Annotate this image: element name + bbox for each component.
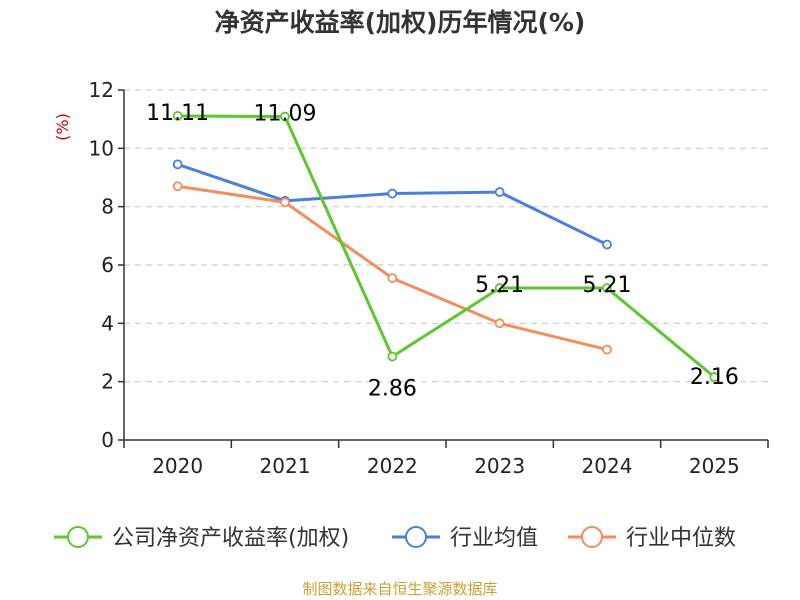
legend-label: 行业中位数 (626, 526, 736, 551)
data-point (602, 239, 612, 250)
x-tick-label: 2023 (474, 454, 525, 478)
data-point (602, 283, 612, 293)
data-point (709, 372, 720, 382)
series-line (177, 114, 716, 379)
data-point (387, 351, 398, 362)
x-tick-label: 2022 (367, 454, 418, 478)
legend-swatch-marker (581, 526, 603, 548)
legend-item[interactable]: 行业均值 (392, 526, 538, 551)
legend-swatch-marker (405, 526, 427, 548)
data-point (172, 159, 183, 170)
data-point (602, 344, 612, 355)
legend-item[interactable]: 行业中位数 (568, 526, 736, 551)
series-line (177, 184, 608, 352)
y-tick-label: 10 (89, 136, 114, 160)
y-axis-label: (%) (53, 113, 72, 141)
y-tick-label: 0 (101, 428, 114, 452)
chart-title: 净资产收益率(加权)历年情况(%) (215, 8, 586, 37)
data-point (280, 197, 290, 208)
data-label: 11.09 (254, 102, 317, 127)
series-line (177, 162, 608, 246)
y-tick-label: 4 (101, 311, 114, 335)
y-tick-label: 8 (101, 195, 114, 219)
data-point (387, 188, 398, 199)
data-point (172, 181, 183, 192)
data-point (172, 111, 183, 121)
data-label: 5.21 (475, 273, 524, 298)
x-tick-label: 2024 (582, 454, 633, 478)
legend-item[interactable]: 公司净资产收益率(加权) (54, 526, 349, 551)
legend-swatch-marker (67, 526, 89, 548)
legend-label: 行业均值 (450, 526, 538, 551)
data-label: 11.11 (146, 101, 209, 126)
x-tick-label: 2025 (689, 454, 740, 478)
y-tick-label: 2 (101, 370, 114, 394)
data-label: 2.16 (690, 365, 739, 390)
data-labels: 11.11 11.09 2.86 5.21 5.21 2.16 (146, 101, 739, 402)
source-note: 制图数据来自恒生聚源数据库 (302, 580, 497, 598)
data-point (387, 273, 398, 284)
axes: 0 2 4 6 8 10 12 2020 2021 2022 2023 2024 2025 (89, 78, 769, 478)
data-point (280, 111, 290, 122)
legend[interactable]: 公司净资产收益率(加权) 行业均值 行业中位数 (54, 526, 736, 551)
data-label: 2.86 (368, 377, 417, 402)
y-tick-label: 12 (89, 78, 114, 102)
legend-label: 公司净资产收益率(加权) (112, 526, 349, 551)
series (172, 111, 720, 382)
grid (124, 89, 768, 383)
data-point (494, 187, 505, 197)
y-tick-label: 6 (101, 253, 114, 277)
data-point (494, 283, 505, 293)
data-label: 5.21 (583, 273, 632, 298)
x-tick-label: 2020 (152, 454, 203, 478)
data-point (494, 318, 505, 329)
x-tick-label: 2021 (260, 454, 311, 478)
